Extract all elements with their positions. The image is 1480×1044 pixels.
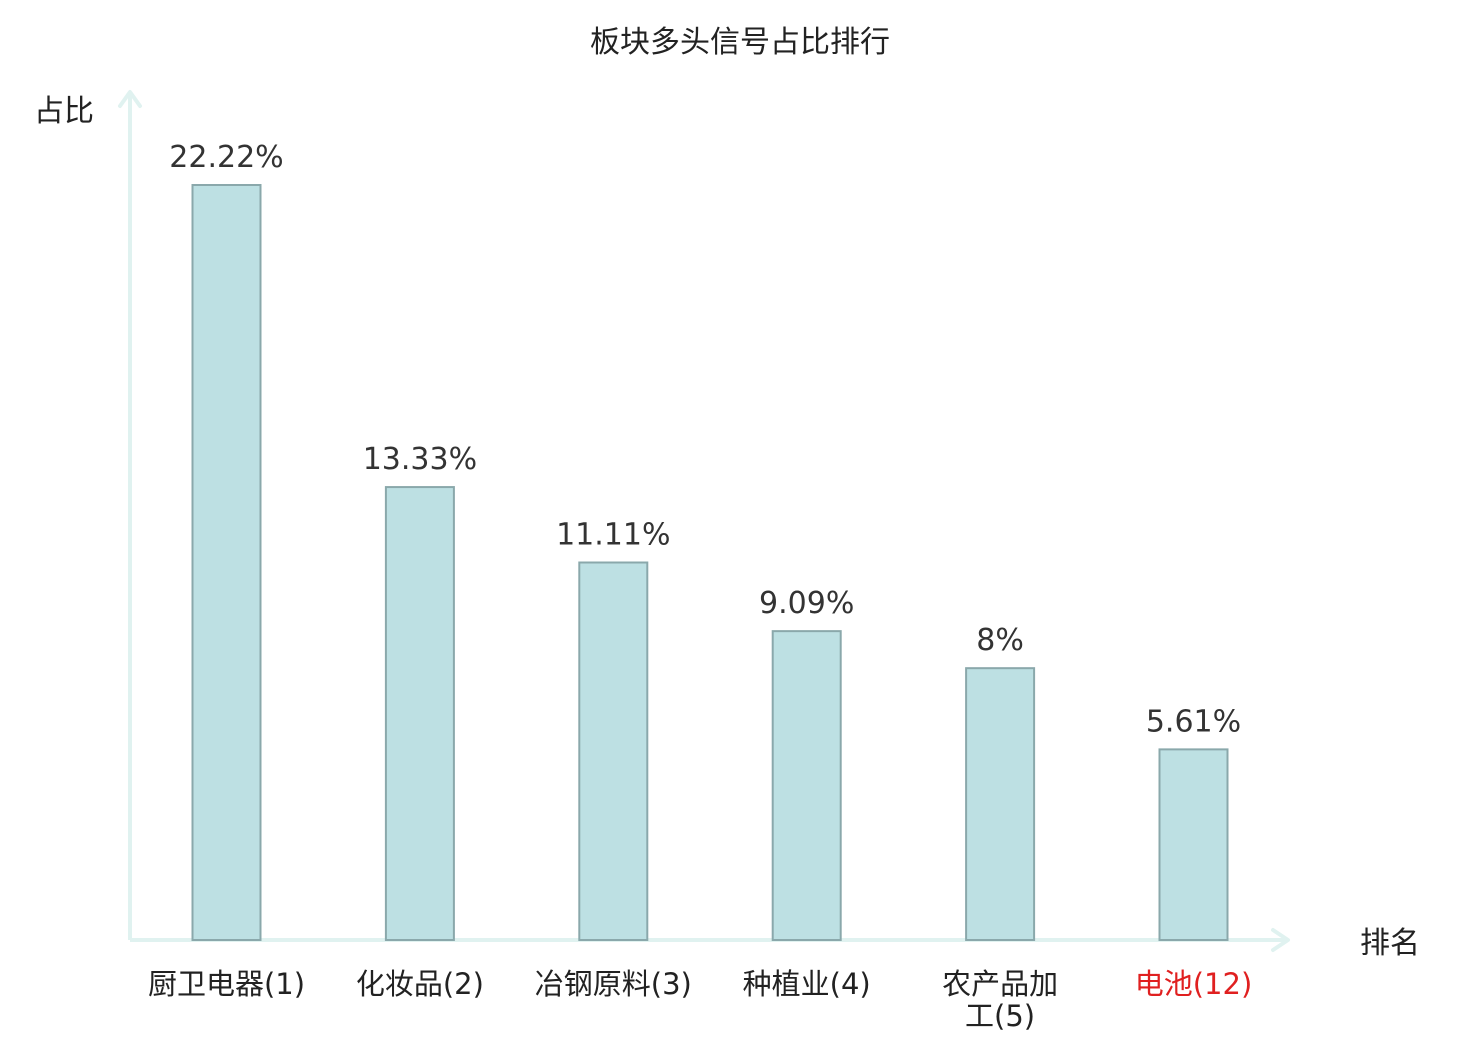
- bar: [191, 184, 262, 941]
- value-label: 13.33%: [363, 442, 477, 477]
- value-label: 22.22%: [169, 140, 283, 175]
- bar: [578, 561, 649, 941]
- category-label: 电池(12): [1135, 967, 1253, 1001]
- category-label: 冶钢原料(3): [535, 967, 692, 1001]
- category-label: 化妆品(2): [356, 967, 484, 1001]
- bar: [965, 667, 1036, 941]
- category-label: 厨卫电器(1): [148, 967, 305, 1001]
- x-axis-arrow: [1271, 928, 1290, 952]
- value-label: 11.11%: [556, 518, 670, 553]
- y-axis-label: 占比: [34, 94, 94, 129]
- value-label: 5.61%: [1146, 704, 1241, 739]
- bar: [1158, 748, 1229, 941]
- bar: [384, 486, 455, 941]
- value-label: 8%: [976, 623, 1024, 658]
- category-label: 农产品加: [942, 967, 1058, 1001]
- bar: [771, 630, 842, 941]
- x-axis-label: 排名: [1360, 926, 1420, 961]
- category-label: 种植业(4): [743, 967, 871, 1001]
- bars-group: [191, 184, 1229, 941]
- chart-title: 板块多头信号占比排行: [590, 25, 890, 60]
- y-axis-arrow: [118, 90, 142, 108]
- value-label: 9.09%: [759, 586, 854, 621]
- axes: [118, 90, 1290, 952]
- value-labels-group: 22.22% 13.33% 11.11% 9.09% 8% 5.61%: [169, 140, 1241, 739]
- category-label: 工(5): [965, 999, 1035, 1033]
